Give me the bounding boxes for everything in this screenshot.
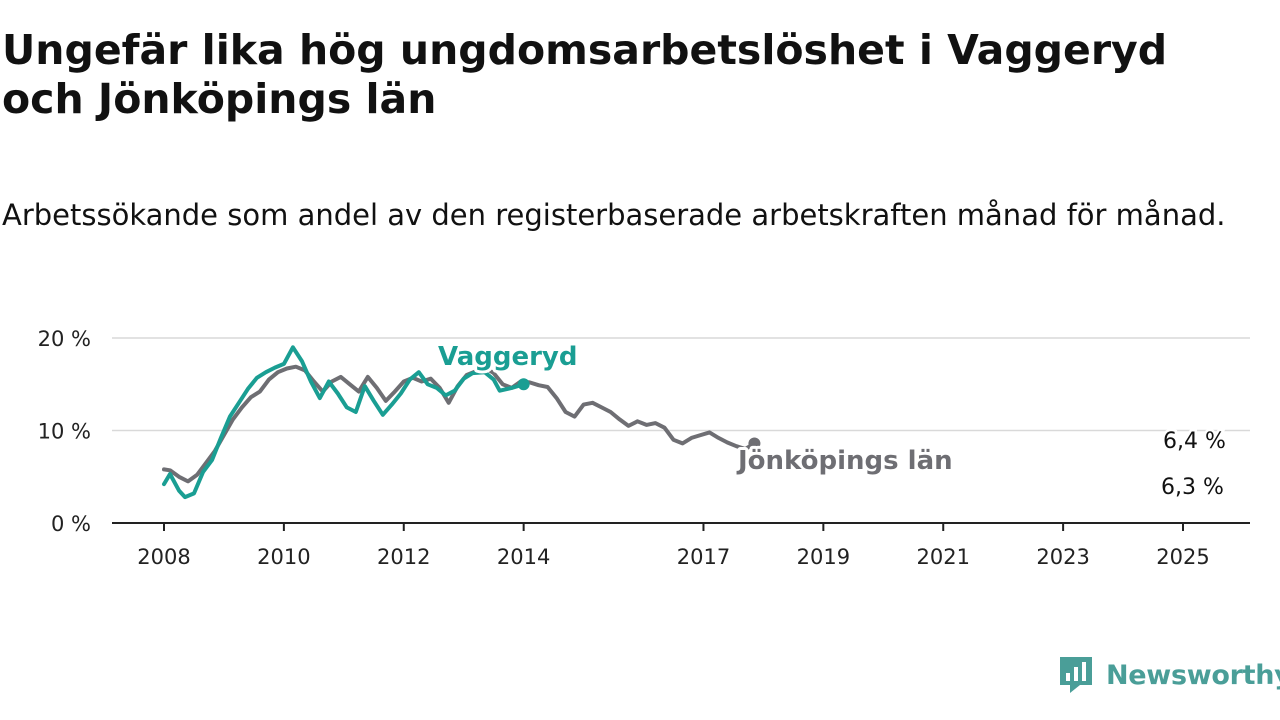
x-tick-label: 2023 (1036, 545, 1089, 569)
y-gridlines (112, 337, 1250, 432)
newsworthy-brand: Newsworthy (1058, 654, 1280, 696)
series-endpoint-jonkopings-lan (748, 437, 761, 450)
x-tick-label: 2010 (257, 545, 310, 569)
series-line-vaggeryd (162, 345, 526, 500)
chart-subtitle: Arbetssökande som andel av den registerb… (2, 198, 1226, 232)
y-tick-label: 10 % (38, 420, 91, 444)
x-tick-label: 2019 (797, 545, 850, 569)
x-tick-label: 2017 (677, 545, 730, 569)
y-tick-label: 0 % (51, 512, 91, 536)
x-tick-label: 2008 (137, 545, 190, 569)
chart-title: Ungefär lika hög ungdomsarbetslöshet i V… (2, 26, 1168, 123)
end-label-jonkopings-lan: 6,4 % (1163, 429, 1226, 454)
x-tick-label: 2012 (377, 545, 430, 569)
brand-name: Newsworthy (1106, 659, 1280, 691)
end-label-vaggeryd: 6,3 % (1161, 475, 1224, 500)
series-labels: Vaggeryd Jönköpings län (435, 339, 956, 479)
series-label-vaggeryd: Vaggeryd (438, 342, 577, 372)
x-tick-label: 2025 (1156, 545, 1209, 569)
x-tick-label: 2021 (917, 545, 970, 569)
x-tick-label: 2014 (497, 545, 550, 569)
series-label-jonkopings-lan: Jönköpings län (736, 446, 953, 476)
x-axis-ticks: 2008 2010 2012 2014 2017 2019 2021 2023 2025 (137, 523, 1210, 569)
series-endpoint-vaggeryd (517, 378, 530, 391)
y-axis-ticks: 0 % 10 % 20 % (38, 327, 91, 536)
end-labels: 6,4 % 6,3 % (1159, 427, 1229, 503)
series-lines (162, 345, 761, 500)
newsworthy-logo-icon (1060, 657, 1092, 693)
y-tick-label: 20 % (38, 327, 91, 351)
